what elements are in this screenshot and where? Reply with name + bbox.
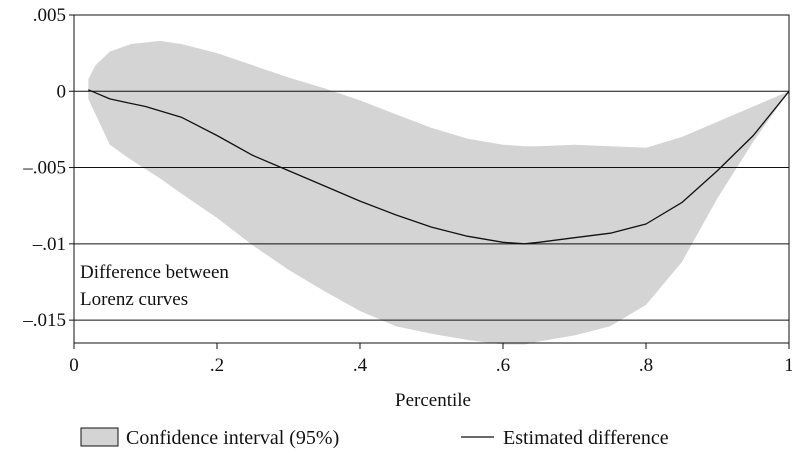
y-tick-label: –.015 <box>22 310 66 331</box>
y-tick-label: .005 <box>33 5 66 26</box>
x-axis-ticks: 0 .2 .4 .6 .8 1 <box>69 343 792 376</box>
plot-frame <box>73 14 790 344</box>
y-axis-ticks: .005 0 –.005 –.01 –.015 <box>22 5 74 331</box>
y-tick-label: 0 <box>57 81 67 102</box>
legend-swatch-confidence-interval <box>80 427 119 447</box>
legend-label-estimated-difference: Estimated difference <box>503 427 669 449</box>
legend: Confidence interval (95%) Estimated diff… <box>80 427 669 449</box>
y-tick-label: –.01 <box>32 234 66 255</box>
x-tick-label: .6 <box>496 355 510 376</box>
estimated-difference-line <box>88 89 790 245</box>
x-tick-label: .2 <box>210 355 224 376</box>
legend-label-confidence-interval: Confidence interval (95%) <box>126 427 339 449</box>
x-tick-label: 0 <box>69 355 79 376</box>
plot-area <box>73 14 790 345</box>
x-tick-label: 1 <box>784 355 792 376</box>
x-tick-label: .4 <box>353 355 368 376</box>
confidence-interval-band <box>88 40 790 345</box>
y-tick-label: –.005 <box>22 158 66 179</box>
x-axis-title: Percentile <box>395 390 471 411</box>
chart-annotation-line-1: Difference between <box>80 262 229 283</box>
chart-annotation-line-2: Lorenz curves <box>80 289 188 310</box>
x-tick-label: .8 <box>639 355 653 376</box>
